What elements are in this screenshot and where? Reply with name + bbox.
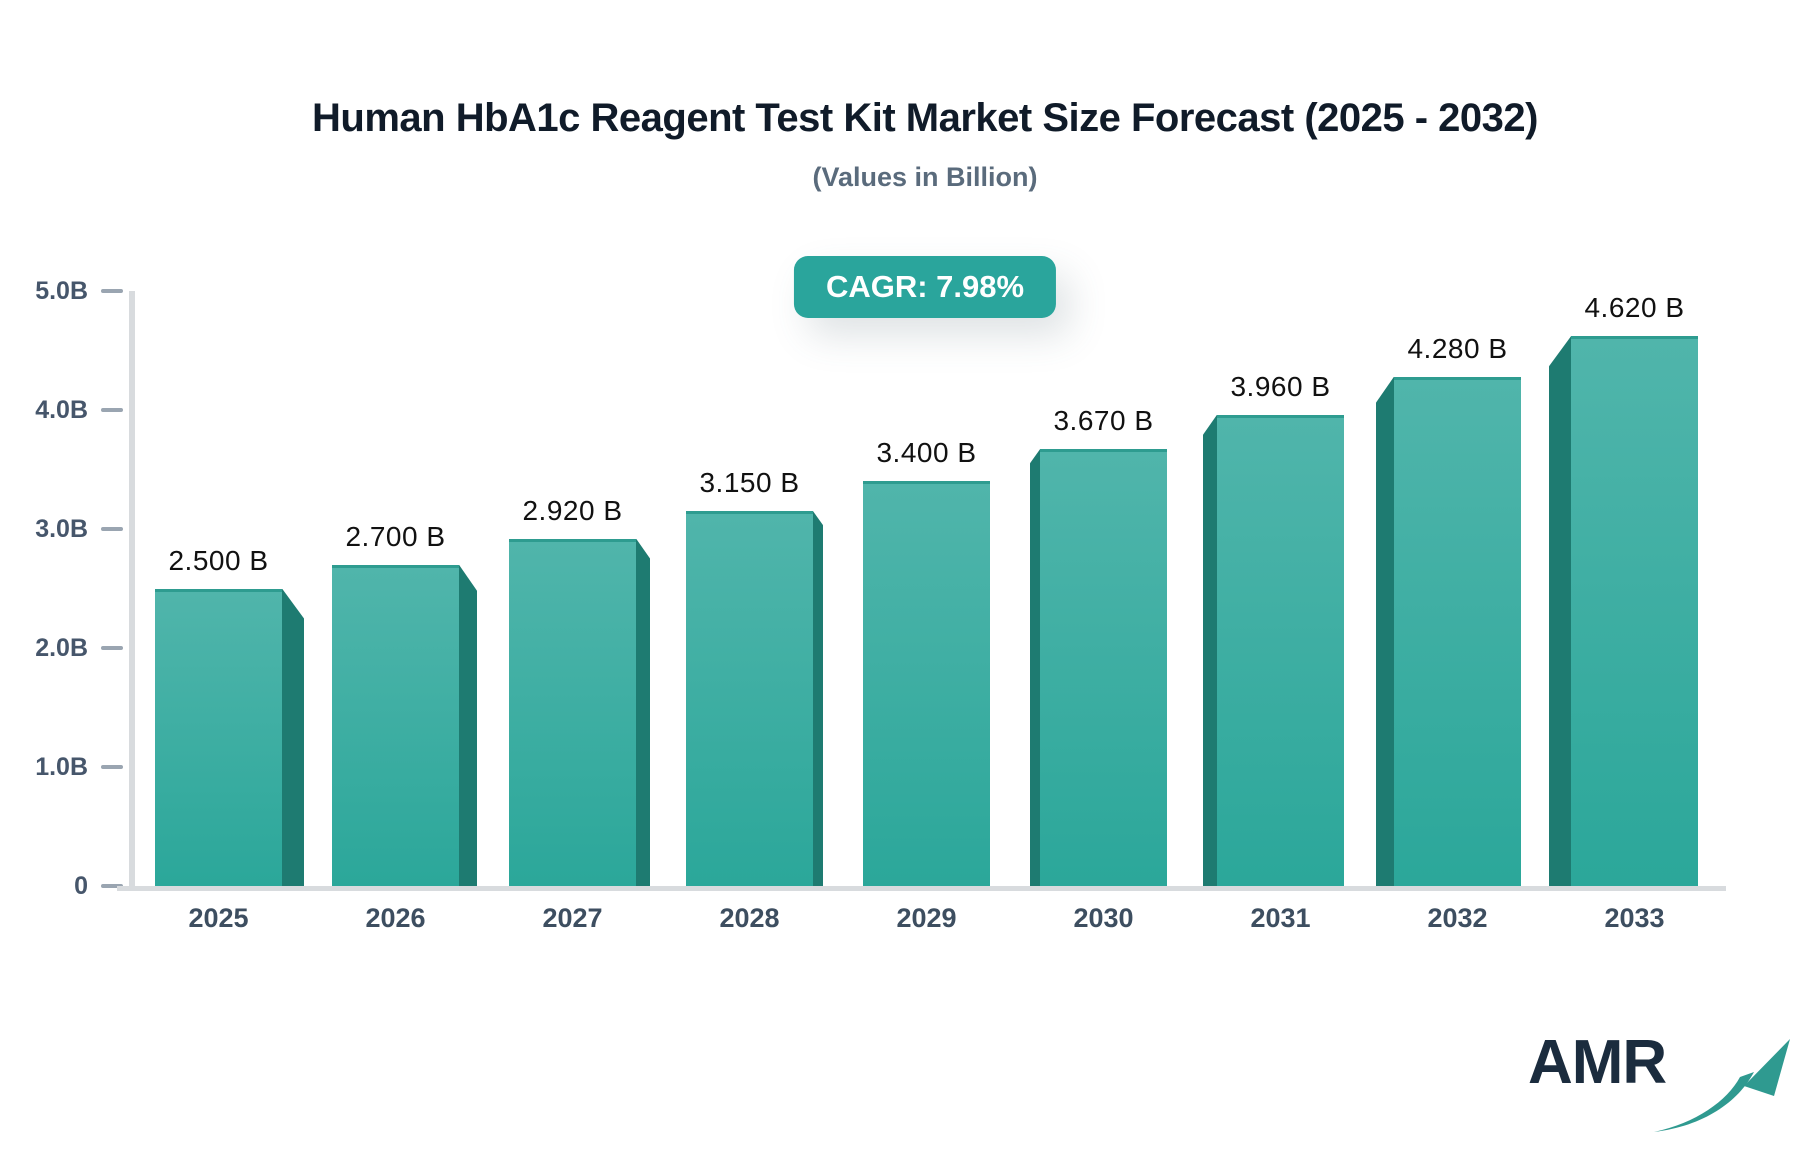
bar-value-label: 3.670 B — [1053, 405, 1154, 437]
bar-value-label: 2.920 B — [522, 494, 623, 526]
bar-value-label: 3.960 B — [1230, 370, 1331, 402]
x-tick-label: 2031 — [1250, 903, 1311, 933]
amr-logo-text: AMR — [1528, 1028, 1667, 1097]
y-tick-mark — [101, 646, 123, 650]
x-tick-label: 2032 — [1427, 903, 1488, 933]
x-tick-label: 2029 — [896, 903, 957, 933]
y-tick-label: 4.0B — [35, 396, 88, 424]
y-tick-mark — [101, 765, 123, 769]
bar-2032[interactable] — [1394, 376, 1521, 886]
bar-value-label: 2.500 B — [168, 544, 269, 576]
bar-2027[interactable] — [509, 538, 636, 886]
x-tick-label: 2026 — [365, 903, 426, 933]
bar-2029[interactable] — [863, 481, 990, 886]
chart-subtitle: (Values in Billion) — [812, 162, 1038, 192]
y-tick-label: 2.0B — [35, 634, 88, 662]
amr-logo[interactable]: AMR — [1528, 1032, 1800, 1139]
bar-side-2025 — [282, 588, 304, 886]
y-tick-mark — [101, 289, 123, 293]
bar-value-label: 2.700 B — [345, 520, 446, 552]
bar-2033[interactable] — [1571, 336, 1698, 886]
y-tick-label: 5.0B — [35, 277, 88, 305]
x-tick-label: 2028 — [719, 903, 780, 933]
bar-side-2033 — [1549, 336, 1571, 886]
y-tick-label: 1.0B — [35, 753, 88, 781]
bar-2031[interactable] — [1217, 414, 1344, 886]
bar-value-label: 3.150 B — [699, 467, 800, 499]
bar-value-label: 4.280 B — [1407, 332, 1508, 364]
bar-side-2028 — [813, 511, 823, 886]
bar-2030[interactable] — [1040, 449, 1167, 886]
x-tick-label: 2025 — [188, 903, 249, 933]
x-tick-label: 2033 — [1604, 903, 1665, 933]
bar-value-label: 4.620 B — [1584, 292, 1685, 324]
y-tick-label: 3.0B — [35, 515, 88, 543]
y-axis-line — [129, 291, 135, 886]
bar-side-2027 — [636, 538, 650, 886]
bar-side-2032 — [1376, 376, 1394, 886]
cagr-badge: CAGR: 7.98% — [793, 256, 1057, 318]
trend-up-arrow-icon — [1652, 1034, 1800, 1139]
bar-value-label: 3.400 B — [876, 437, 977, 469]
x-axis-line — [117, 886, 1726, 891]
x-tick-label: 2027 — [542, 903, 603, 933]
bar-side-2026 — [459, 564, 477, 886]
bar-2026[interactable] — [332, 564, 459, 886]
chart-title: Human HbA1c Reagent Test Kit Market Size… — [312, 96, 1538, 140]
y-tick-mark — [101, 408, 123, 412]
y-tick-mark — [101, 884, 123, 888]
bar-side-2030 — [1030, 449, 1040, 886]
bar-2025[interactable] — [155, 588, 282, 886]
x-tick-label: 2030 — [1073, 903, 1134, 933]
bar-side-2031 — [1203, 414, 1217, 886]
y-tick-label: 0 — [74, 872, 88, 900]
bar-2028[interactable] — [686, 511, 813, 886]
y-tick-mark — [101, 527, 123, 531]
